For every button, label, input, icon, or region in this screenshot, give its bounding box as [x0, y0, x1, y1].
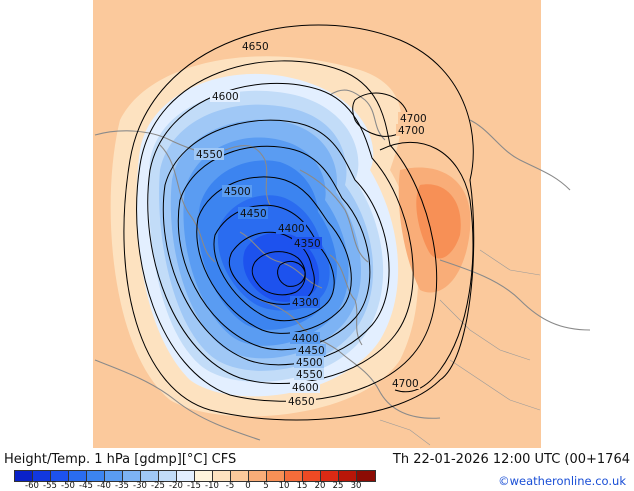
legend-labels: -60 -55 -50 -45 -40 -35 -30 -25 -20 -15 -10 -5 0 5 10 1…	[14, 481, 374, 491]
legend-swatch	[51, 471, 69, 481]
legend-tick-label: 0	[245, 481, 251, 491]
contour-label-4650-bottom: 4650	[288, 396, 315, 408]
contour-label-4450-top: 4450	[240, 208, 267, 220]
coastlines	[94, 89, 591, 441]
legend-tick-label: -10	[205, 481, 219, 491]
legend-tick-label: -60	[25, 481, 39, 491]
valid-time: Th 22-01-2026 12:00 UTC (00+1764	[392, 452, 630, 467]
legend-tick-label: 15	[296, 481, 308, 491]
contour-label-4700-bottom: 4700	[392, 378, 419, 390]
legend-tick-label: -50	[61, 481, 75, 491]
legend-swatch	[213, 471, 231, 481]
contour-label-4700-a: 4700	[400, 113, 427, 125]
contour-label-4500-bottom: 4500	[296, 357, 323, 369]
map-title: Height/Temp. 1 hPa [gdmp][°C] CFS	[4, 452, 237, 467]
warm-core-east	[416, 184, 461, 259]
borders	[379, 249, 541, 446]
legend-tick-label: -25	[151, 481, 165, 491]
legend-swatch	[231, 471, 249, 481]
height-contours	[123, 24, 475, 421]
legend-tick-label: -15	[187, 481, 201, 491]
map-area: 4650 4600 4550 4500 4450 4400 4350 4300 …	[93, 0, 591, 448]
legend-tick-label: 5	[263, 481, 269, 491]
legend-swatch	[123, 471, 141, 481]
legend-swatch	[321, 471, 339, 481]
legend-swatch	[303, 471, 321, 481]
legend-swatch	[159, 471, 177, 481]
legend-tick-label: 20	[314, 481, 326, 491]
legend-tick-label: -40	[97, 481, 111, 491]
legend-swatch	[177, 471, 195, 481]
legend-tick-label: -45	[79, 481, 93, 491]
color-legend	[14, 470, 376, 482]
contour-label-4700-b: 4700	[398, 125, 425, 137]
legend-tick-label: 25	[332, 481, 344, 491]
contour-label-4600-bottom: 4600	[292, 382, 319, 394]
contour-label-4400-bottom: 4400	[292, 333, 319, 345]
contour-label-group: 4650 4600 4550 4500 4450 4400 4350 4300 …	[194, 40, 428, 408]
legend-swatch	[141, 471, 159, 481]
contour-label-4600-top: 4600	[212, 91, 239, 103]
legend-swatch	[285, 471, 303, 481]
cold-core	[243, 232, 320, 302]
legend-tick-label: 30	[350, 481, 362, 491]
contour-label-4550-top: 4550	[196, 149, 223, 161]
map-canvas: 4650 4600 4550 4500 4450 4400 4350 4300 …	[93, 0, 591, 448]
legend-swatch	[87, 471, 105, 481]
legend-tick-label: -35	[115, 481, 129, 491]
legend-swatch	[249, 471, 267, 481]
legend-swatch	[33, 471, 51, 481]
contour-label-4450-bottom: 4450	[298, 345, 325, 357]
legend-swatch	[339, 471, 357, 481]
legend-tick-label: -55	[43, 481, 57, 491]
site-credit-link[interactable]: ©weatheronline.co.uk	[498, 474, 626, 488]
legend-swatch	[15, 471, 33, 481]
contour-label-4400-top: 4400	[278, 223, 305, 235]
legend-tick-label: -20	[169, 481, 183, 491]
contour-label-4650-top: 4650	[242, 41, 269, 53]
legend-tick-label: -30	[133, 481, 147, 491]
contour-label-4300: 4300	[292, 297, 319, 309]
legend-tick-label: 10	[278, 481, 290, 491]
contour-label-4500-top: 4500	[224, 186, 251, 198]
legend-swatch	[195, 471, 213, 481]
legend-swatch	[357, 471, 375, 481]
legend-tick-label: -5	[225, 481, 235, 491]
contour-label-4350: 4350	[294, 238, 321, 250]
contour-label-4550-bottom: 4550	[296, 369, 323, 381]
legend-swatch	[267, 471, 285, 481]
legend-swatch	[105, 471, 123, 481]
legend-swatch	[69, 471, 87, 481]
footer: Height/Temp. 1 hPa [gdmp][°C] CFS Th 22-…	[0, 448, 634, 491]
